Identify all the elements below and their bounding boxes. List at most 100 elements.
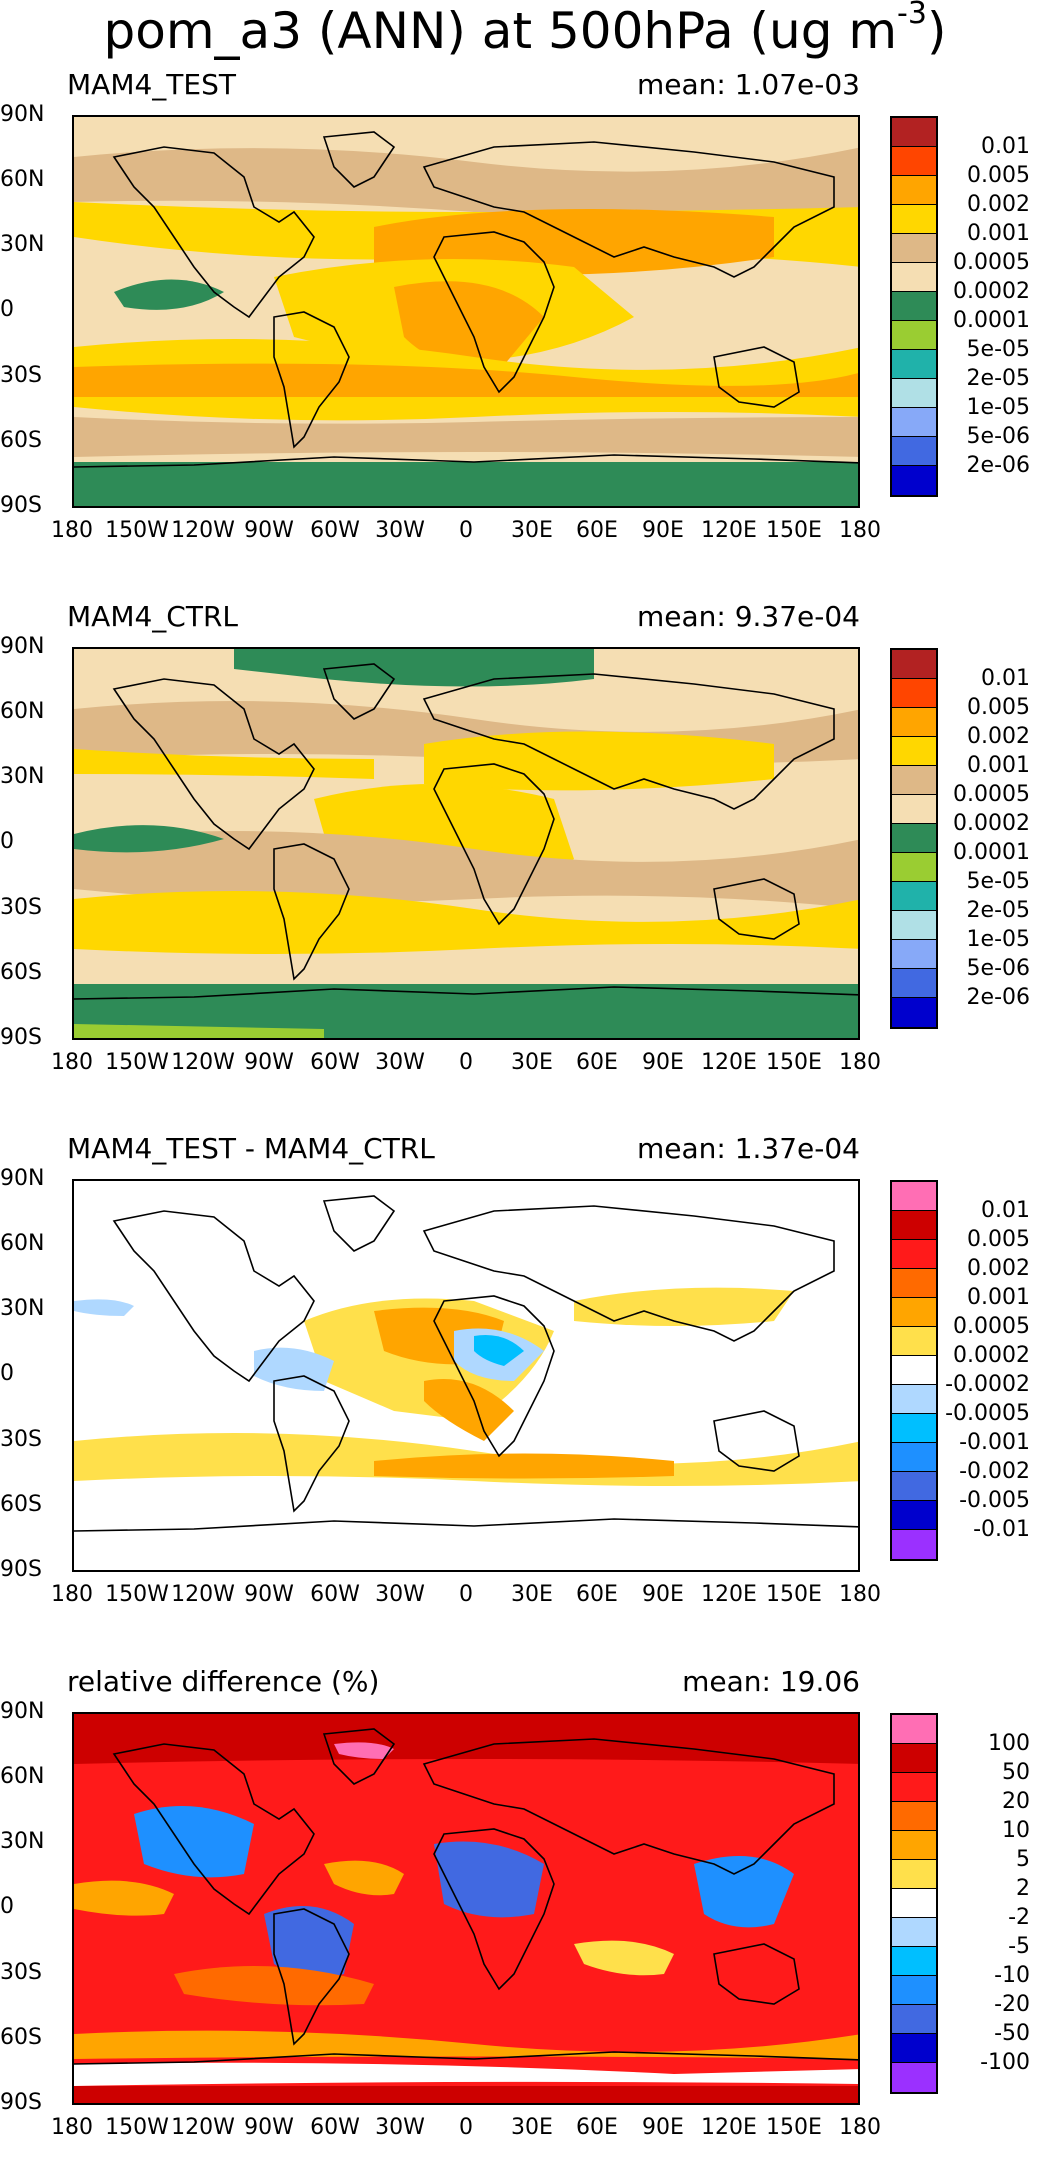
colorbar-swatch bbox=[892, 1501, 936, 1530]
map-difference bbox=[72, 1179, 860, 1572]
lon-label: 60W bbox=[310, 2115, 360, 2140]
panel-mean: mean: 19.06 bbox=[682, 1665, 860, 1698]
colorbar-swatch bbox=[892, 466, 936, 495]
colorbar-label: 0.005 bbox=[967, 695, 1030, 720]
lon-label: 30W bbox=[375, 518, 425, 543]
lon-label: 60W bbox=[310, 1050, 360, 1075]
colorbar-label: 0.001 bbox=[967, 221, 1030, 246]
colorbar-label: 2 bbox=[1016, 1876, 1030, 1901]
colorbar-label: 2e-06 bbox=[966, 985, 1030, 1010]
lat-label: 0 bbox=[0, 1894, 14, 1919]
lon-label: 150E bbox=[766, 518, 822, 543]
lon-label: 150W bbox=[105, 2115, 169, 2140]
lon-label: 60E bbox=[576, 518, 618, 543]
colorbar-label: 0.01 bbox=[981, 134, 1030, 159]
colorbar-swatch bbox=[892, 2034, 936, 2063]
panel-difference: MAM4_TEST - MAM4_CTRL mean: 1.37e-04 90N… bbox=[0, 1132, 1050, 1632]
colorbar-label: 0.001 bbox=[967, 1285, 1030, 1310]
lon-label: 0 bbox=[459, 1050, 473, 1075]
colorbar-label: -0.001 bbox=[959, 1430, 1030, 1455]
lat-label: 90N bbox=[0, 1166, 45, 1191]
colorbar bbox=[890, 1180, 938, 1561]
lon-label: 0 bbox=[459, 518, 473, 543]
colorbar-label: 50 bbox=[1002, 1760, 1030, 1785]
colorbar-swatch bbox=[892, 1860, 936, 1889]
lon-label: 150W bbox=[105, 1582, 169, 1607]
lon-label: 180 bbox=[51, 1582, 93, 1607]
map-mam4-ctrl bbox=[72, 647, 860, 1040]
colorbar-label: 5e-05 bbox=[966, 869, 1030, 894]
colorbar-swatch bbox=[892, 1773, 936, 1802]
colorbar-swatch bbox=[892, 379, 936, 408]
lon-label: 0 bbox=[459, 2115, 473, 2140]
lon-label: 120W bbox=[171, 1582, 235, 1607]
lon-label: 60E bbox=[576, 1050, 618, 1075]
colorbar-label: -20 bbox=[994, 1992, 1030, 2017]
colorbar-label: 0.0001 bbox=[953, 308, 1030, 333]
lat-label: 0 bbox=[0, 829, 14, 854]
lon-label: 120W bbox=[171, 2115, 235, 2140]
lon-label: 150E bbox=[766, 2115, 822, 2140]
lat-label: 90S bbox=[0, 1557, 42, 1582]
lon-label: 30W bbox=[375, 1050, 425, 1075]
colorbar-label: 0.01 bbox=[981, 666, 1030, 691]
lat-label: 60N bbox=[0, 1231, 45, 1256]
colorbar-swatch bbox=[892, 2063, 936, 2092]
lon-label: 0 bbox=[459, 1582, 473, 1607]
colorbar-swatch bbox=[892, 1918, 936, 1947]
colorbar-label: -5 bbox=[1008, 1934, 1030, 1959]
colorbar-swatch bbox=[892, 292, 936, 321]
colorbar-label: 0.0002 bbox=[953, 1343, 1030, 1368]
colorbar-swatch bbox=[892, 882, 936, 911]
lat-label: 30S bbox=[0, 1427, 42, 1452]
colorbar-swatch bbox=[892, 1211, 936, 1240]
colorbar-label: -0.01 bbox=[973, 1517, 1030, 1542]
colorbar-swatch bbox=[892, 1802, 936, 1831]
lat-label: 90N bbox=[0, 1699, 45, 1724]
colorbar-swatch bbox=[892, 1947, 936, 1976]
colorbar-swatch bbox=[892, 408, 936, 437]
lat-label: 60S bbox=[0, 1492, 42, 1517]
colorbar-swatch bbox=[892, 147, 936, 176]
lon-label: 30W bbox=[375, 1582, 425, 1607]
colorbar-label: 0.0005 bbox=[953, 1314, 1030, 1339]
colorbar-swatch bbox=[892, 1327, 936, 1356]
colorbar-swatch bbox=[892, 1298, 936, 1327]
lon-label: 90E bbox=[642, 2115, 684, 2140]
colorbar-swatch bbox=[892, 1443, 936, 1472]
colorbar-swatch bbox=[892, 263, 936, 292]
colorbar-label: 1e-05 bbox=[966, 927, 1030, 952]
colorbar-swatch bbox=[892, 853, 936, 882]
colorbar-swatch bbox=[892, 795, 936, 824]
lon-label: 60E bbox=[576, 2115, 618, 2140]
lat-label: 90N bbox=[0, 102, 45, 127]
lon-label: 120E bbox=[701, 1582, 757, 1607]
colorbar-swatch bbox=[892, 911, 936, 940]
colorbar-label: 0.0002 bbox=[953, 811, 1030, 836]
colorbar-label: 0.005 bbox=[967, 1227, 1030, 1252]
lat-label: 90S bbox=[0, 1025, 42, 1050]
lon-label: 120E bbox=[701, 2115, 757, 2140]
lat-label: 30S bbox=[0, 1960, 42, 1985]
lon-label: 30E bbox=[511, 518, 553, 543]
panel-title: relative difference (%) bbox=[67, 1665, 380, 1698]
lon-label: 90W bbox=[244, 2115, 294, 2140]
colorbar-label: 0.0002 bbox=[953, 279, 1030, 304]
panel-mean: mean: 1.07e-03 bbox=[636, 68, 860, 101]
colorbar-label: 2e-05 bbox=[966, 898, 1030, 923]
lon-label: 150E bbox=[766, 1582, 822, 1607]
colorbar-swatch bbox=[892, 437, 936, 466]
lat-label: 30N bbox=[0, 1296, 45, 1321]
panel-relative-difference: relative difference (%) mean: 19.06 90N … bbox=[0, 1665, 1050, 2165]
lon-label: 30E bbox=[511, 2115, 553, 2140]
colorbar-label: 1e-05 bbox=[966, 395, 1030, 420]
map-mam4-test bbox=[72, 115, 860, 508]
colorbar-swatch bbox=[892, 1240, 936, 1269]
lon-label: 120E bbox=[701, 1050, 757, 1075]
lon-label: 60E bbox=[576, 1582, 618, 1607]
panel-mean: mean: 9.37e-04 bbox=[636, 600, 860, 633]
lat-label: 60N bbox=[0, 167, 45, 192]
colorbar-label: 5e-05 bbox=[966, 337, 1030, 362]
lon-label: 120W bbox=[171, 1050, 235, 1075]
lon-label: 150W bbox=[105, 1050, 169, 1075]
